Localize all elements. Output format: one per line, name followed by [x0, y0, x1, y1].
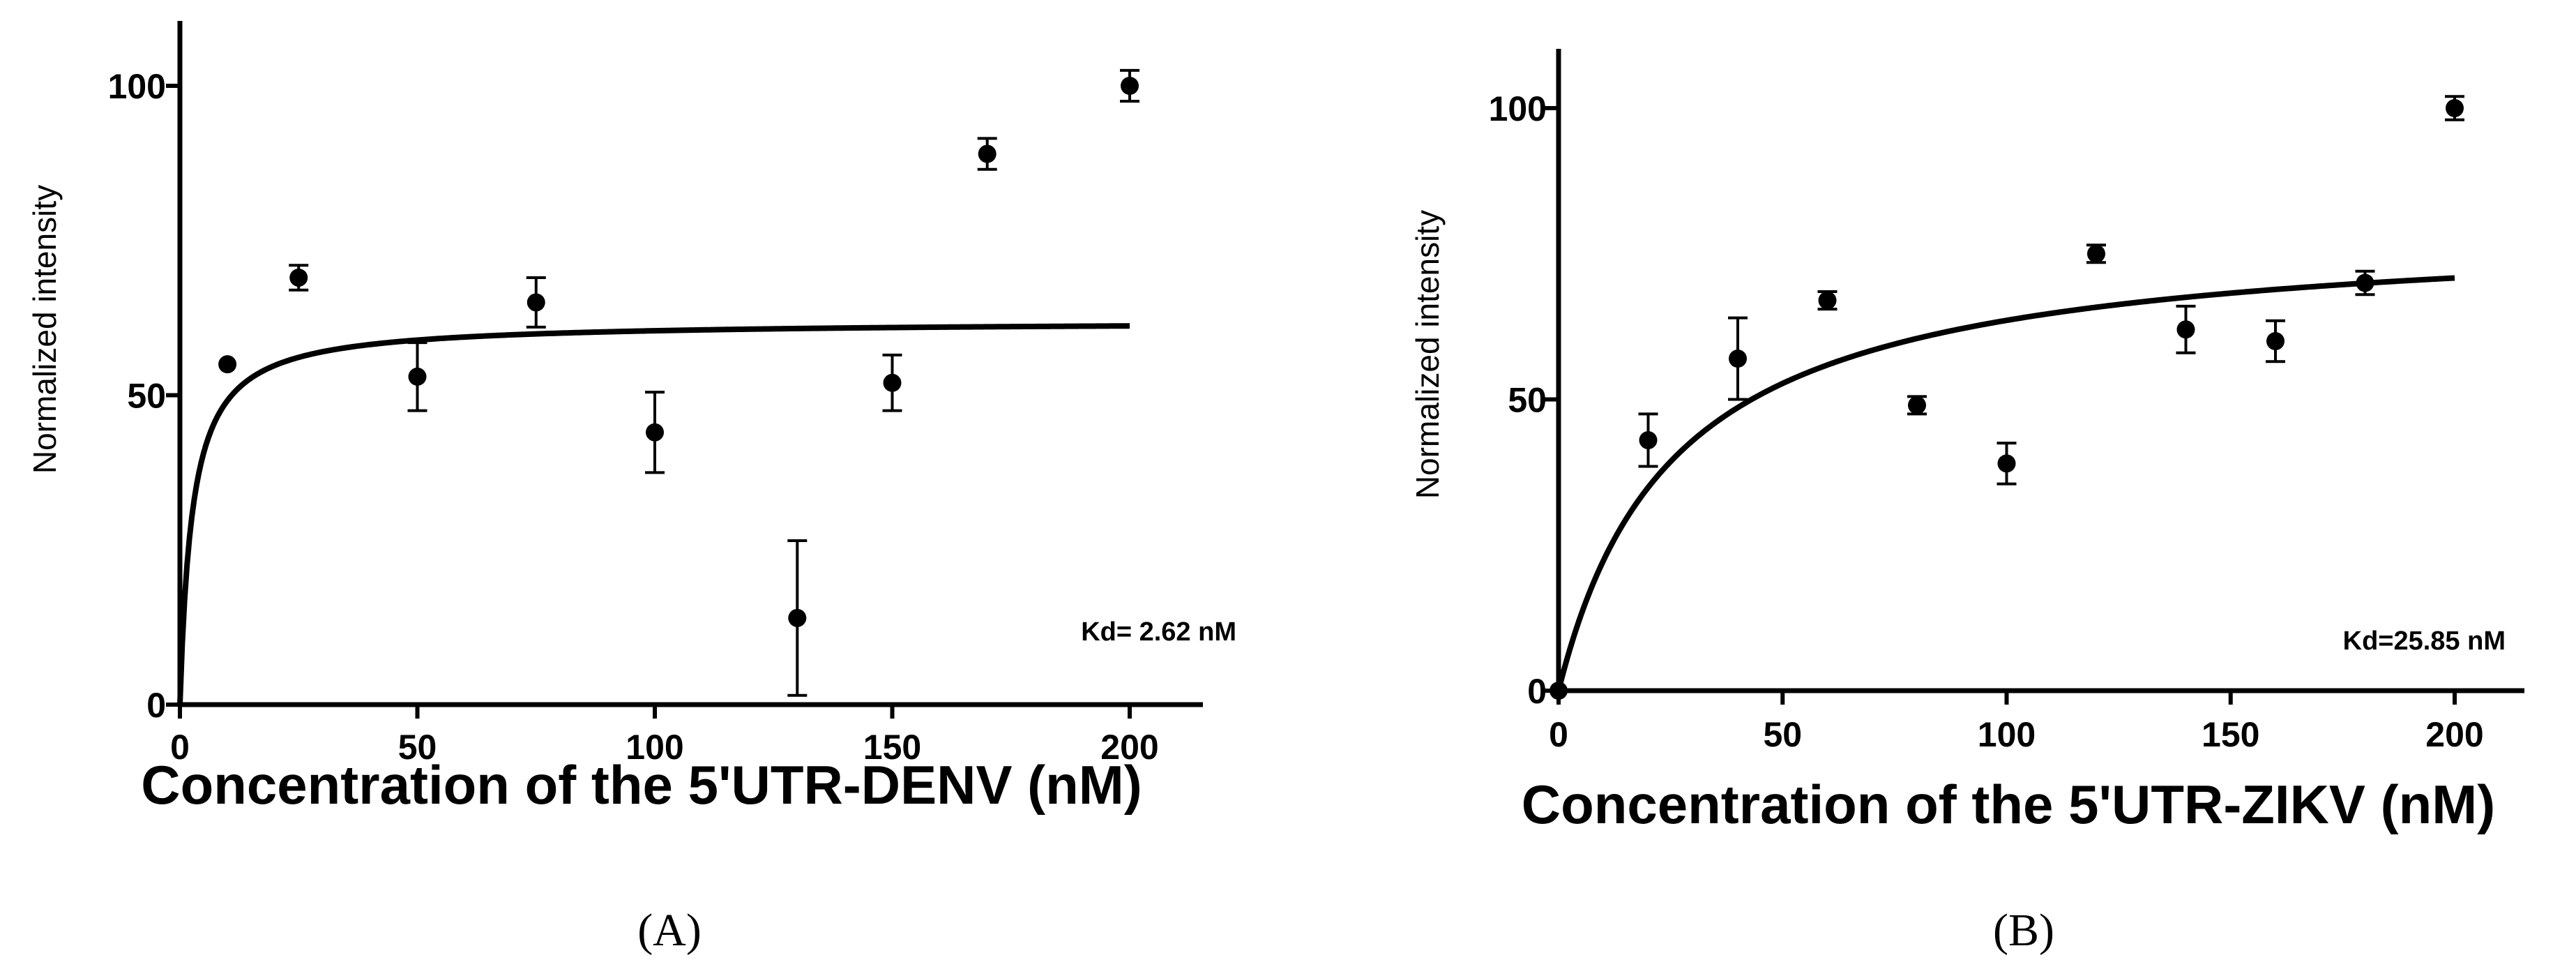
y-tick-label: 0 — [146, 686, 166, 725]
y-tick-label: 0 — [1527, 672, 1547, 711]
kd-annotation: Kd=25.85 nM — [2343, 626, 2506, 656]
panel-label: (A) — [637, 905, 702, 956]
y-axis-label: Normalized intensity — [1409, 210, 1446, 499]
data-point — [2266, 332, 2285, 350]
data-point — [408, 367, 427, 386]
data-point — [2446, 99, 2464, 117]
fit-curve — [177, 323, 1130, 705]
x-tick-label: 50 — [398, 728, 437, 767]
data-point — [1550, 682, 1568, 700]
x-tick-label: 100 — [1978, 715, 2036, 754]
y-tick-label: 100 — [1489, 89, 1547, 128]
data-point — [1818, 291, 1837, 310]
x-axis-label: Concentration of the 5'UTR-ZIKV (nM) — [1522, 774, 2495, 835]
x-tick-label: 0 — [1549, 715, 1568, 754]
data-point — [646, 423, 664, 442]
data-point — [526, 293, 545, 312]
data-point — [2356, 273, 2374, 292]
data-point — [289, 268, 308, 287]
x-axis-label: Concentration of the 5'UTR-DENV (nM) — [141, 754, 1142, 816]
data-point — [1121, 77, 1139, 95]
y-tick-label: 100 — [108, 67, 166, 106]
data-point — [788, 608, 807, 627]
chart-panel-a: Normalized intensity Concentration of th… — [26, 21, 1236, 956]
data-point — [218, 355, 237, 374]
data-point — [2176, 320, 2195, 339]
x-tick-label: 150 — [2202, 715, 2259, 754]
y-tick-label: 50 — [1508, 381, 1547, 420]
x-tick-label: 200 — [1100, 728, 1158, 767]
fit-curve — [1556, 275, 2455, 691]
kd-annotation: Kd= 2.62 nM — [1081, 617, 1236, 647]
data-point — [978, 144, 997, 163]
x-tick-label: 200 — [2425, 715, 2483, 754]
data-point — [883, 373, 902, 392]
y-axis-label: Normalized intensity — [26, 185, 63, 474]
x-tick-label: 150 — [863, 728, 921, 767]
x-tick-label: 100 — [626, 728, 683, 767]
x-tick-label: 50 — [1763, 715, 1802, 754]
data-point — [1639, 430, 1658, 449]
x-tick-label: 0 — [170, 728, 190, 767]
chart-panel-b: Normalized intensity Concentration of th… — [1409, 49, 2524, 956]
data-point — [1997, 454, 2016, 473]
data-point — [1908, 396, 1926, 414]
data-point — [2087, 244, 2105, 263]
data-point — [1729, 350, 1747, 368]
y-tick-label: 50 — [127, 377, 166, 416]
panel-label: (B) — [1993, 905, 2054, 956]
